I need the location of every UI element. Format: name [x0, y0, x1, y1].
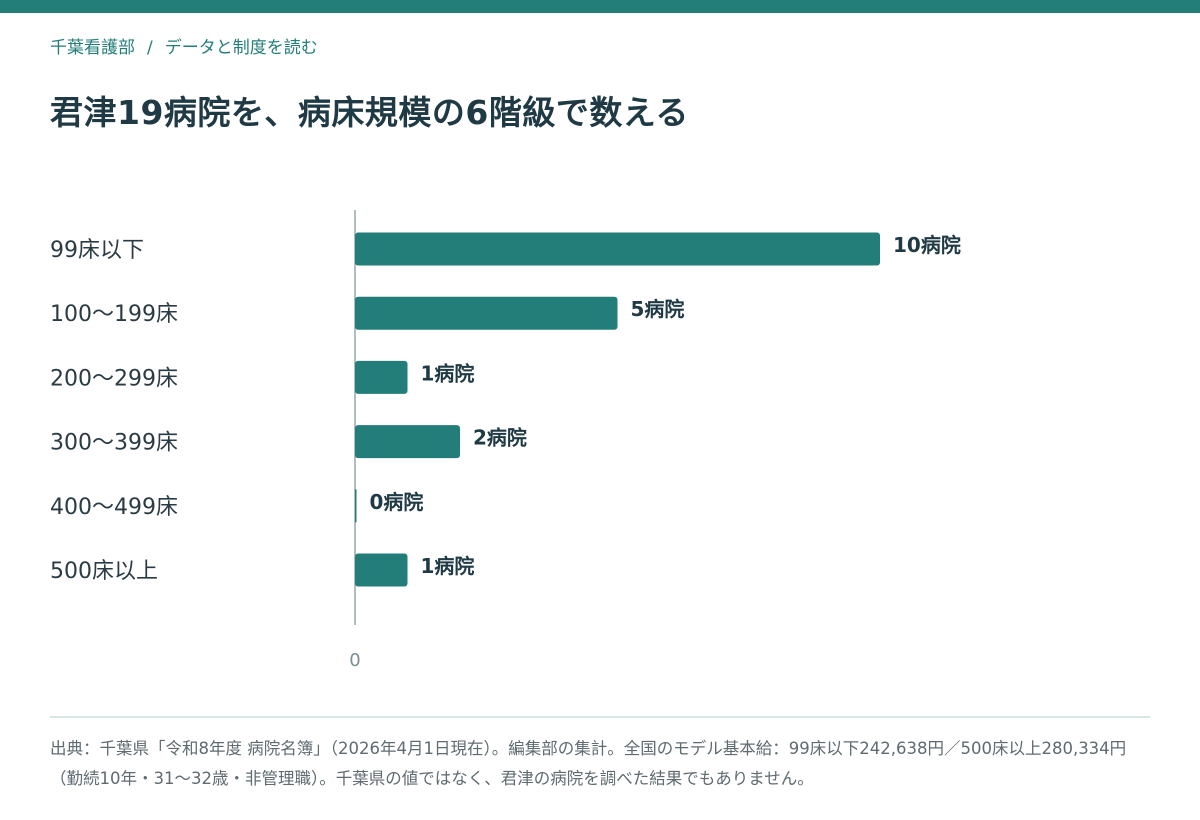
- bar: [355, 232, 880, 266]
- category-label: 300〜399床: [50, 431, 178, 456]
- value-label: 1病院: [421, 361, 475, 385]
- bar: [355, 489, 357, 523]
- breadcrumb: 千葉看護部 / データと制度を読む: [50, 33, 318, 58]
- category-label: 99床以下: [50, 238, 144, 263]
- breadcrumb-separator: /: [147, 38, 153, 58]
- bar: [355, 425, 460, 459]
- divider: [50, 716, 1150, 718]
- category-label: 100〜199床: [50, 302, 178, 327]
- value-label: 5病院: [631, 297, 685, 321]
- breadcrumb-current: データと制度を読む: [164, 38, 318, 58]
- category-label: 200〜299床: [50, 366, 178, 391]
- value-label: 2病院: [473, 426, 527, 450]
- breadcrumb-home-link[interactable]: 千葉看護部: [50, 38, 135, 58]
- source-note: 出典：千葉県「令和8年度 病院名簿」（2026年4月1日現在）。編集部の集計。全…: [50, 739, 1127, 788]
- value-label: 10病院: [893, 233, 961, 257]
- category-label: 400〜499床: [50, 495, 178, 520]
- top-accent-bar: [0, 0, 1200, 13]
- bar: [355, 553, 408, 587]
- page-title: 君津19病院を、病床規模の6階級で数える: [50, 93, 689, 132]
- x-tick-label: 0: [349, 650, 360, 671]
- category-label: 500床以上: [50, 559, 158, 584]
- bar: [355, 360, 408, 394]
- bar: [355, 296, 618, 330]
- value-label: 0病院: [370, 490, 424, 514]
- value-label: 1病院: [421, 554, 475, 578]
